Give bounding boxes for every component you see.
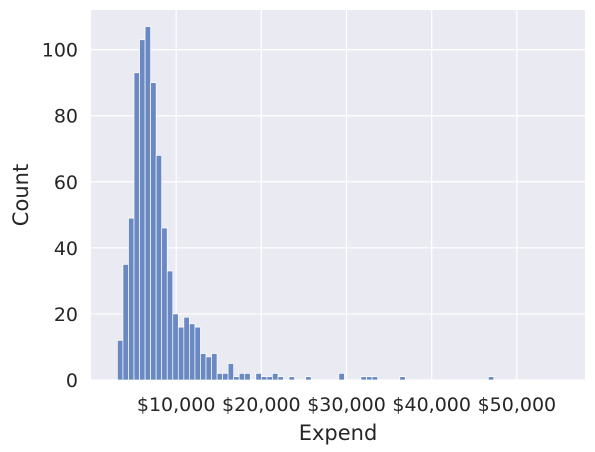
histogram-bar [255, 373, 262, 381]
histogram-bar [172, 313, 179, 381]
histogram-bar [166, 270, 174, 381]
histogram-bar [144, 26, 151, 381]
x-axis-label: Expend [299, 421, 378, 445]
histogram-bar [233, 376, 240, 381]
y-tick-label: 60 [54, 172, 78, 194]
histogram-bars [117, 26, 495, 381]
y-tick-label: 40 [54, 238, 78, 260]
histogram-bar [155, 155, 163, 381]
x-tick-labels: $10,000 $20,000 $30,000 $40,000 $50,000 [137, 394, 556, 416]
histogram-bar [227, 363, 235, 381]
histogram-bar [260, 376, 268, 381]
histogram-bar [200, 353, 207, 381]
histogram-bar [277, 376, 284, 381]
y-tick-labels: 0 20 40 60 80 100 [42, 40, 78, 392]
histogram-bar [177, 326, 185, 381]
histogram-bar [183, 316, 190, 381]
histogram-bar [216, 373, 223, 381]
histogram-bar [238, 373, 246, 381]
histogram-bar [194, 326, 201, 381]
histogram-bar [150, 82, 157, 381]
histogram-bar [360, 376, 367, 381]
histogram-bar [128, 217, 135, 381]
histogram-bar [272, 373, 279, 381]
histogram-bar [211, 353, 218, 381]
histogram-bar [305, 376, 312, 381]
y-axis-label: Count [9, 164, 33, 226]
histogram-bar [117, 340, 124, 381]
histogram-bar [244, 373, 251, 381]
histogram-bar [139, 39, 146, 381]
x-tick-label: $40,000 [392, 394, 471, 416]
y-tick-label: 100 [42, 40, 78, 62]
histogram-bar [222, 373, 229, 381]
histogram-bar [288, 376, 295, 381]
histogram-bar [366, 376, 373, 381]
x-tick-label: $50,000 [478, 394, 557, 416]
histogram-bar [122, 264, 129, 381]
y-tick-label: 0 [66, 370, 78, 392]
y-tick-label: 80 [54, 106, 78, 128]
histogram-bar [189, 323, 196, 381]
x-tick-label: $20,000 [222, 394, 301, 416]
histogram-bar [371, 376, 378, 381]
histogram-bar [205, 356, 212, 381]
histogram-bar [266, 376, 273, 381]
grid-lines [91, 10, 585, 381]
histogram-bar [487, 376, 495, 381]
histogram-bar [161, 227, 168, 381]
y-tick-label: 20 [54, 304, 78, 326]
histogram-bar [338, 373, 345, 381]
x-tick-label: $30,000 [307, 394, 386, 416]
x-tick-label: $10,000 [137, 394, 216, 416]
histogram-bar [133, 72, 140, 381]
histogram-bar [399, 376, 406, 381]
